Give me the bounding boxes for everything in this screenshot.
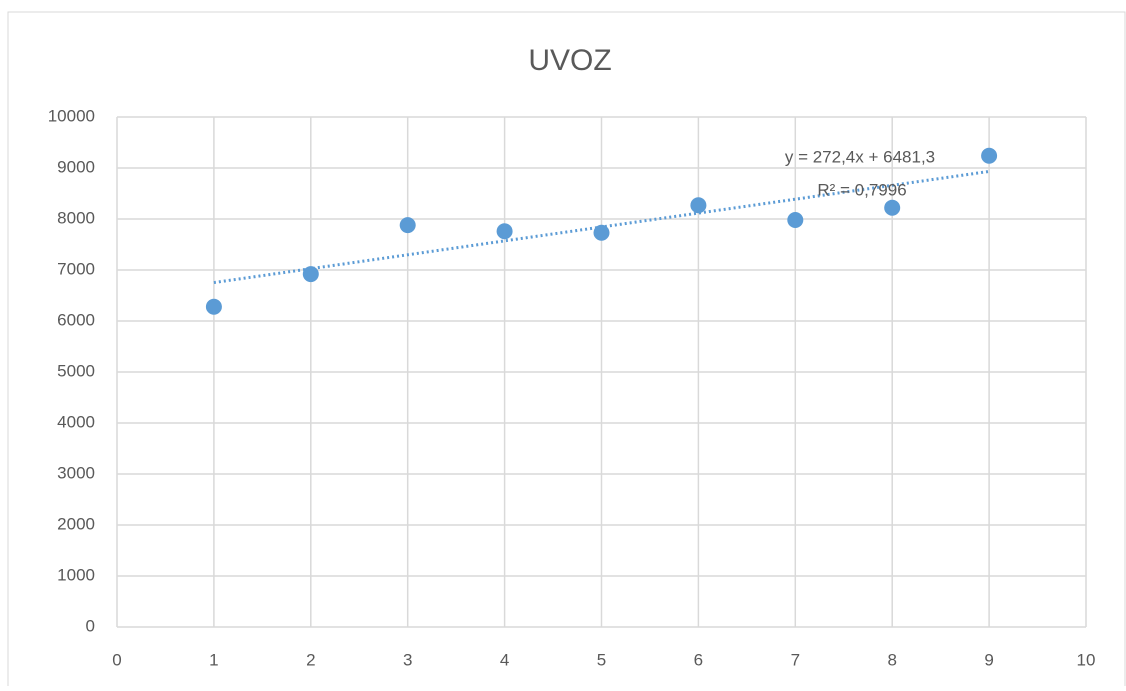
x-tick-label: 10 [1077, 650, 1096, 669]
trendline-equation: y = 272,4x + 6481,3 [785, 147, 935, 166]
x-tick-label: 3 [403, 650, 412, 669]
x-tick-label: 2 [306, 650, 315, 669]
scatter-point [690, 197, 707, 214]
x-tick-label: 0 [112, 650, 121, 669]
y-tick-label: 5000 [57, 361, 95, 380]
x-tick-label: 5 [597, 650, 606, 669]
y-tick-label: 4000 [57, 412, 95, 431]
scatter-point [981, 147, 998, 164]
scatter-point [593, 224, 610, 241]
y-tick-label: 8000 [57, 208, 95, 227]
y-tick-label: 3000 [57, 463, 95, 482]
x-tick-label: 8 [887, 650, 896, 669]
y-tick-label: 9000 [57, 157, 95, 176]
x-tick-label: 1 [209, 650, 218, 669]
chart-frame [7, 11, 1126, 691]
scatter-point [302, 266, 319, 283]
scatter-point [787, 212, 804, 229]
trendline-r2: R² = 0,7996 [817, 180, 906, 199]
scatter-point [496, 223, 513, 240]
x-tick-label: 6 [694, 650, 703, 669]
y-tick-label: 1000 [57, 565, 95, 584]
y-tick-label: 6000 [57, 310, 95, 329]
x-tick-label: 9 [984, 650, 993, 669]
y-tick-label: 10000 [48, 106, 95, 125]
chart-title: UVOZ [528, 44, 611, 77]
x-tick-label: 4 [500, 650, 509, 669]
y-tick-label: 0 [86, 616, 95, 635]
scatter-point [205, 298, 222, 315]
y-tick-label: 7000 [57, 259, 95, 278]
scatter-point [884, 199, 901, 216]
y-tick-label: 2000 [57, 514, 95, 533]
scatter-point [399, 217, 416, 234]
x-tick-label: 7 [791, 650, 800, 669]
